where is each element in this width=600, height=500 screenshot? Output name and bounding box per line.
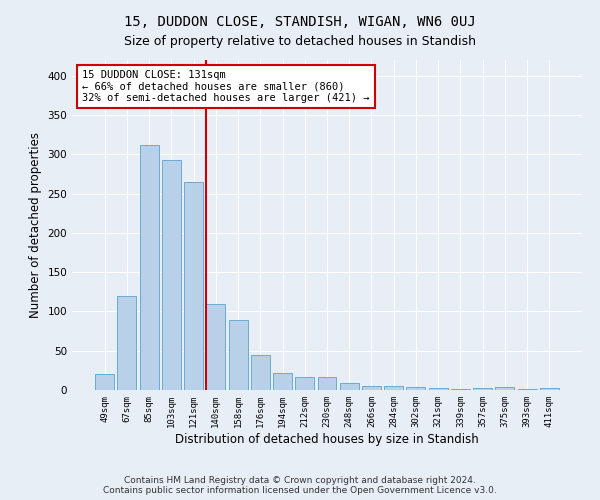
Bar [384,386,403,390]
X-axis label: Distribution of detached houses by size in Standish: Distribution of detached houses by size … [175,432,479,446]
Bar [229,320,248,390]
Bar [362,386,381,390]
Bar [251,356,270,390]
Text: 15 DUDDON CLOSE: 131sqm
← 66% of detached houses are smaller (860)
32% of semi-d: 15 DUDDON CLOSE: 131sqm ← 66% of detache… [82,70,370,103]
Bar [496,387,514,390]
Bar [540,388,559,390]
Bar [95,374,114,390]
Text: 15, DUDDON CLOSE, STANDISH, WIGAN, WN6 0UJ: 15, DUDDON CLOSE, STANDISH, WIGAN, WN6 0… [124,15,476,29]
Bar [317,378,337,390]
Bar [518,389,536,390]
Bar [340,383,359,390]
Y-axis label: Number of detached properties: Number of detached properties [29,132,42,318]
Bar [206,304,225,390]
Bar [273,372,292,390]
Bar [451,389,470,390]
Text: Size of property relative to detached houses in Standish: Size of property relative to detached ho… [124,35,476,48]
Bar [162,160,181,390]
Bar [118,296,136,390]
Bar [140,145,158,390]
Bar [429,388,448,390]
Bar [184,182,203,390]
Bar [295,378,314,390]
Text: Contains HM Land Registry data © Crown copyright and database right 2024.
Contai: Contains HM Land Registry data © Crown c… [103,476,497,495]
Bar [406,387,425,390]
Bar [473,388,492,390]
